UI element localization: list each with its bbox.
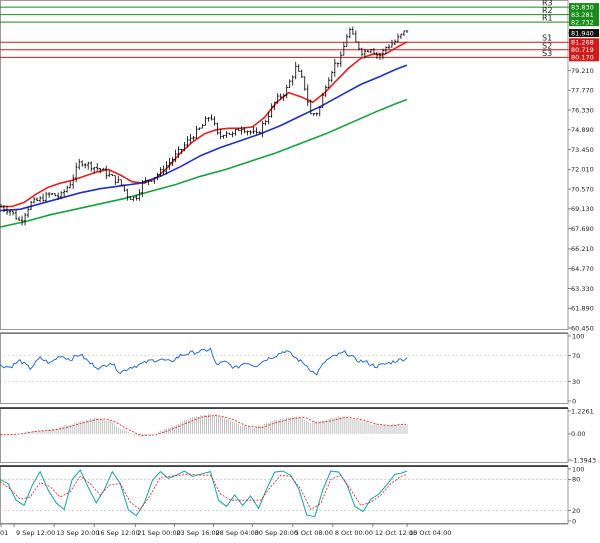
- level-price-tag: [569, 38, 599, 47]
- level-price-label: 83.830: [571, 3, 594, 11]
- stoch-axis-label: 0: [572, 517, 576, 525]
- price-axis-label: 67.690: [571, 225, 594, 233]
- price-axis-label: 79.210: [571, 67, 594, 75]
- panel-frame-macd: [0, 408, 569, 463]
- rsi-axis-label: 70: [572, 352, 580, 360]
- x-axis-label: 9 Sep 12:00: [16, 529, 55, 537]
- level-label-r3: R3: [542, 0, 553, 8]
- x-axis-label: 28 Sep 04:00: [216, 529, 259, 537]
- current-price-tag: [569, 29, 599, 38]
- level-price-label: 82.732: [571, 19, 594, 27]
- level-price-label: 81.268: [571, 39, 594, 47]
- moving-average-line: [0, 98, 408, 228]
- level-price-label: 83.281: [571, 11, 594, 19]
- level-price-tag: [569, 10, 599, 19]
- rsi-axis-label: 0: [572, 397, 576, 405]
- stoch-axis-label: 100: [572, 465, 584, 473]
- macd-axis-label: 1.2261: [571, 407, 594, 415]
- rsi-line: [0, 347, 408, 376]
- macd-signal-line: [0, 414, 407, 437]
- moving-average-line: [0, 64, 408, 212]
- x-axis-label: 23 Sep 16:00: [176, 529, 219, 537]
- level-price-tag: [569, 45, 599, 54]
- stoch-signal-line: [0, 473, 408, 511]
- level-label-s1: S1: [542, 34, 552, 43]
- x-axis-label: 16 Sep 12:00: [96, 529, 139, 537]
- macd-axis-label: -1.3943: [571, 456, 596, 464]
- price-axis-label: 74.890: [571, 126, 594, 134]
- level-label-r2: R2: [542, 6, 553, 15]
- stoch-axis-label: 80: [572, 476, 580, 484]
- price-axis-label: 63.330: [571, 285, 594, 293]
- price-axis-label: 76.330: [571, 106, 594, 114]
- price-axis-label: 64.770: [571, 265, 594, 273]
- current-price-label: 81.940: [571, 29, 594, 37]
- level-price-tag: [569, 53, 599, 62]
- price-axis-label: 66.210: [571, 245, 594, 253]
- panel-frame-stoch: [0, 466, 569, 524]
- x-axis-label: 13 Sep 20:00: [56, 529, 99, 537]
- level-label-s2: S2: [542, 41, 552, 50]
- level-price-tag: [569, 18, 599, 27]
- x-axis-label: 5 Oct 08:00: [295, 529, 333, 537]
- level-label-s3: S3: [542, 49, 552, 58]
- price-axis-label: 69.130: [571, 205, 594, 213]
- x-axis-label: 15 Oct 04:00: [409, 529, 451, 537]
- price-axis-label: 72.010: [571, 166, 594, 174]
- level-price-label: 80.719: [571, 46, 594, 54]
- stoch-axis-label: 20: [572, 507, 580, 515]
- level-label-r1: R1: [542, 14, 553, 23]
- level-price-tag: [569, 3, 599, 12]
- x-axis-label: 21 Sep 00:00: [137, 529, 180, 537]
- level-price-label: 80.170: [571, 54, 594, 62]
- x-axis-label: 12 Oct 12:00: [375, 529, 417, 537]
- price-axis-label: 61.890: [571, 305, 594, 313]
- macd-axis-label: 0.00: [571, 430, 585, 438]
- rsi-axis-label: 100: [572, 332, 584, 340]
- x-axis-label: 8 Oct 00:00: [335, 529, 373, 537]
- moving-average-line: [0, 41, 408, 208]
- price-axis-label: 60.450: [571, 324, 594, 332]
- price-axis-label: 77.770: [571, 87, 594, 95]
- panel-frame-main: [0, 0, 569, 330]
- x-axis-label: 01: [0, 529, 8, 537]
- x-axis-label: 30 Sep 20:00: [255, 529, 298, 537]
- price-axis-label: 73.450: [571, 146, 594, 154]
- rsi-axis-label: 30: [572, 378, 580, 386]
- price-axis-label: 70.570: [571, 185, 594, 193]
- panel-frame-rsi: [0, 333, 569, 404]
